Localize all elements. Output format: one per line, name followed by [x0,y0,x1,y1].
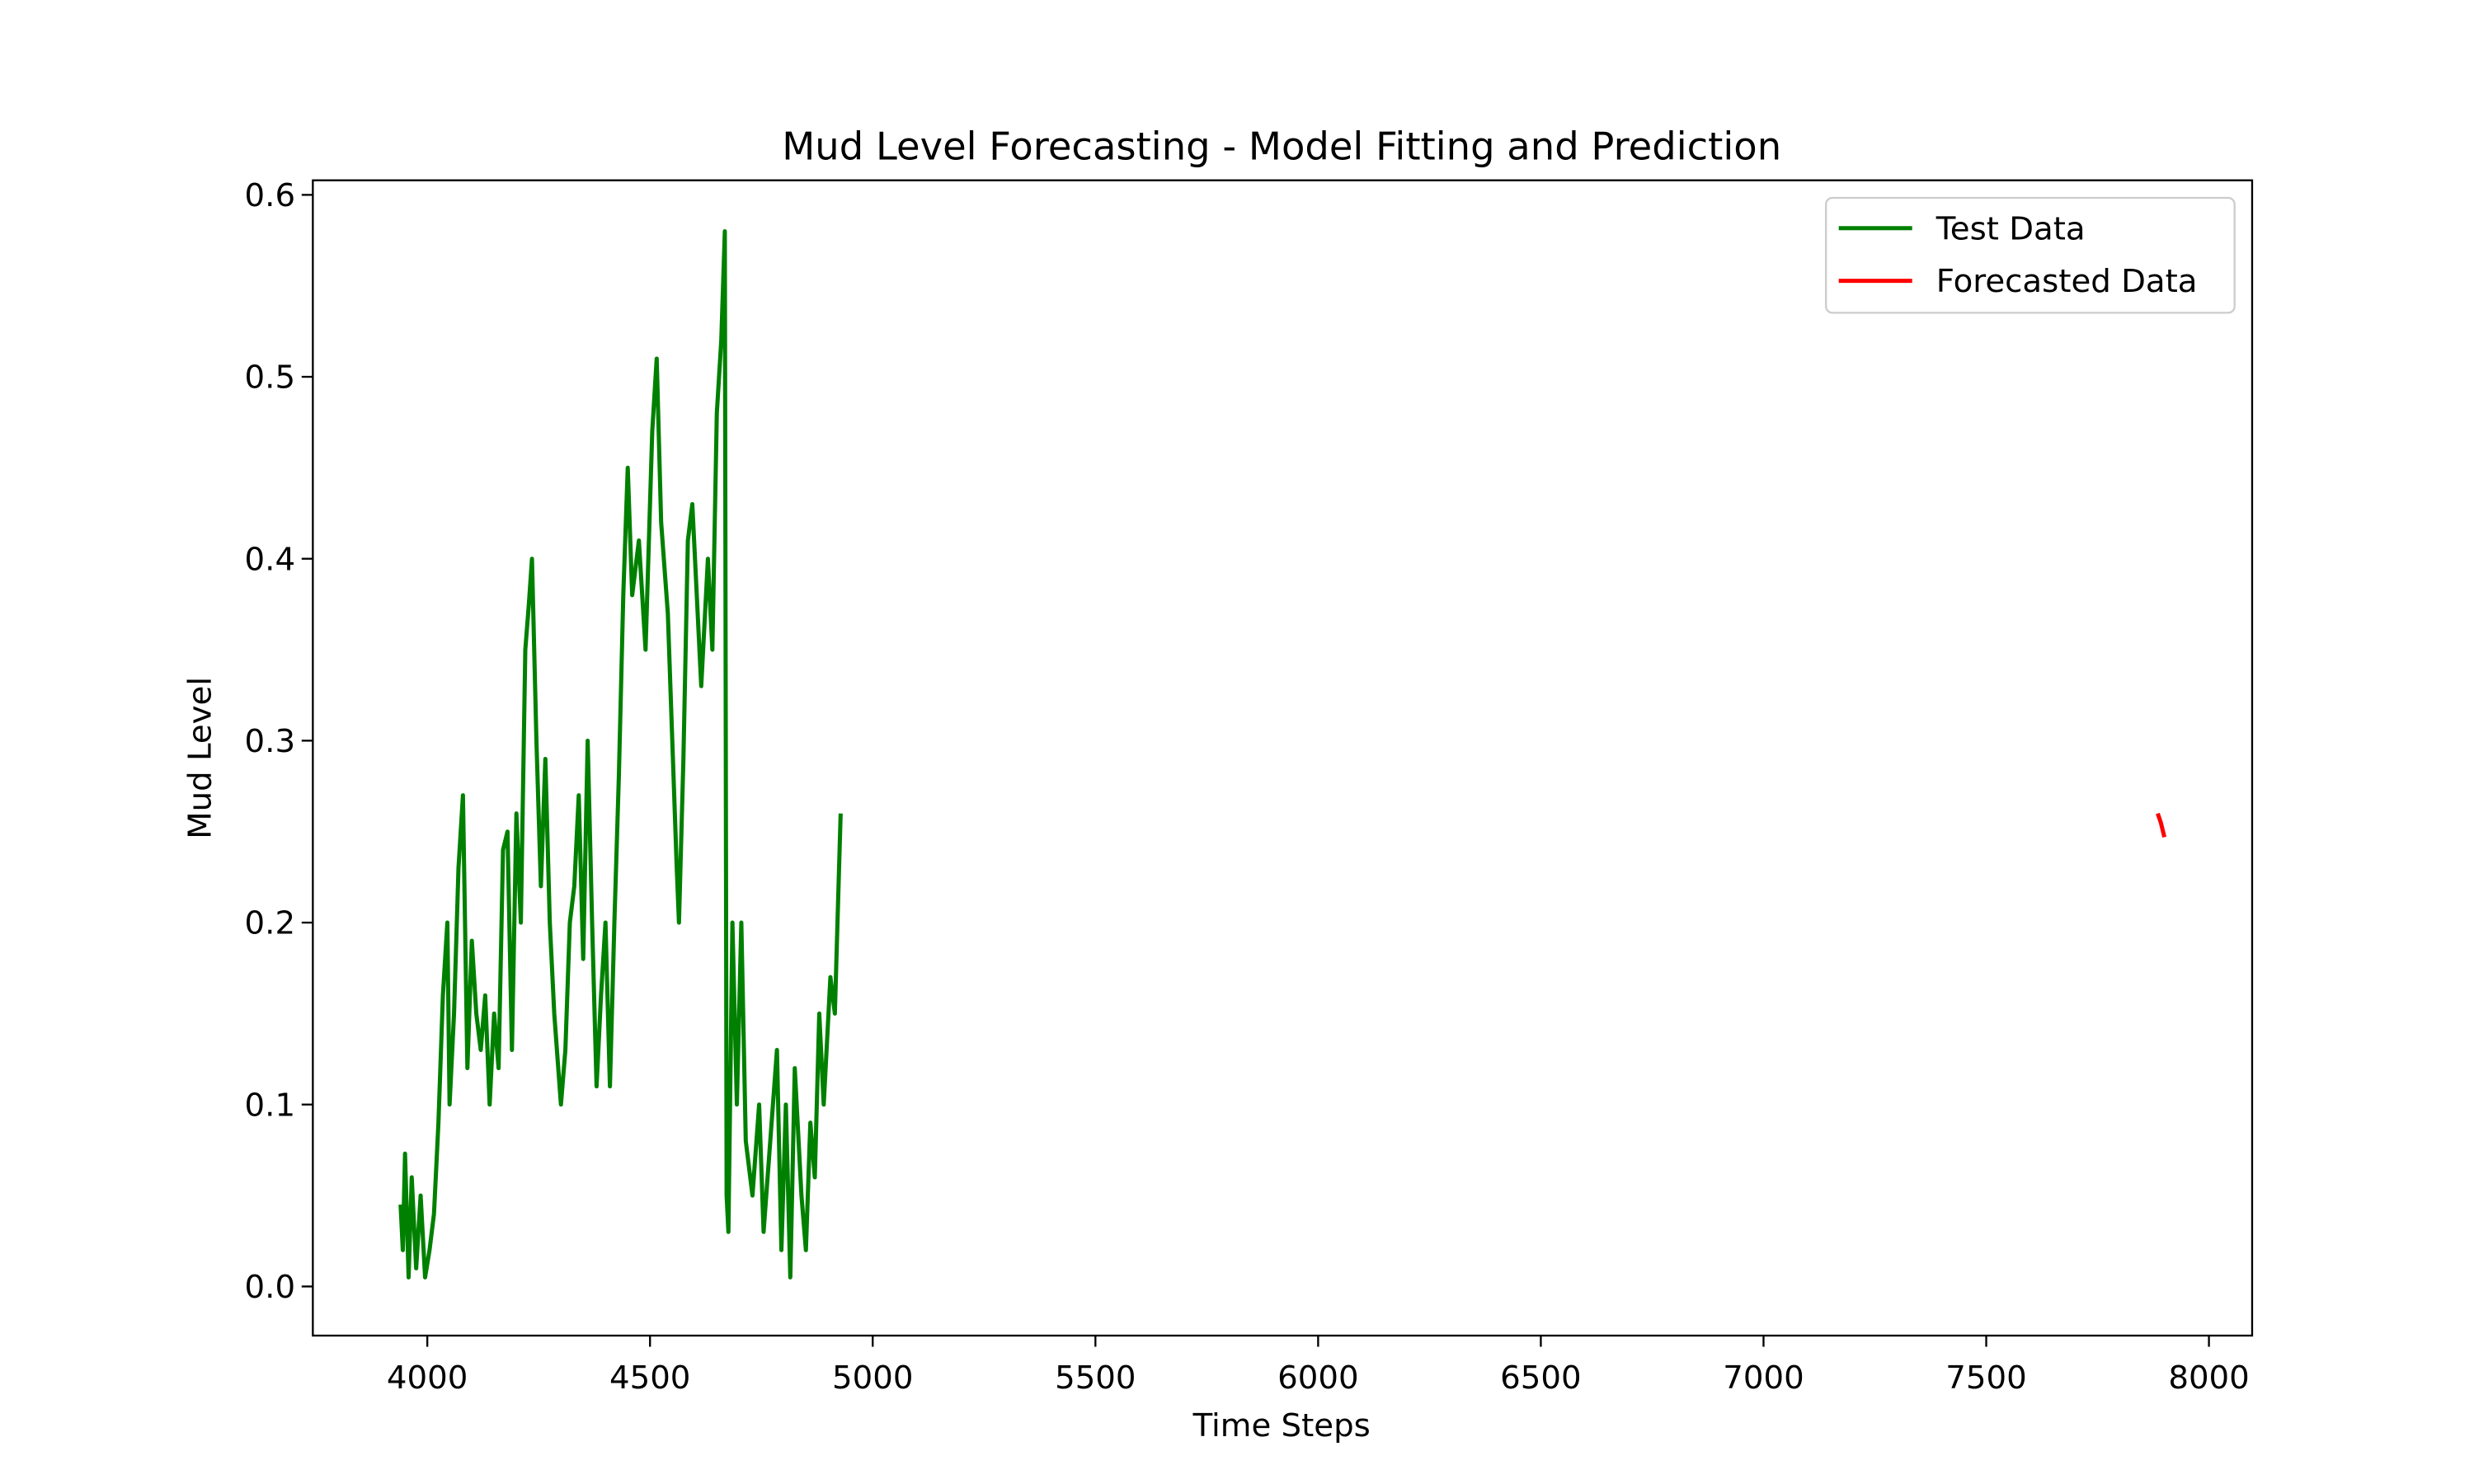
y-tick-label: 0.1 [245,1087,296,1124]
y-axis-label: Mud Level [181,677,219,839]
x-tick-label: 7500 [1945,1360,2026,1397]
x-tick-label: 4000 [387,1360,468,1397]
data-line [2156,812,2167,838]
x-tick-label: 7000 [1723,1360,1804,1397]
y-tick-label: 0.2 [245,905,296,942]
x-tick-label: 6000 [1277,1360,1358,1397]
x-tick-label: 8000 [2168,1360,2249,1397]
y-tick-label: 0.5 [245,359,296,397]
x-axis-label: Time Steps [1192,1407,1371,1444]
legend-label: Test Data [1935,210,2086,247]
x-tick-label: 6500 [1500,1360,1581,1397]
x-tick-label: 4500 [609,1360,690,1397]
plot-frame [312,179,2254,1337]
x-tick-label: 5000 [832,1360,913,1397]
y-tick-label: 0.4 [245,541,296,578]
legend-box [1825,196,2236,314]
x-tick-label: 5500 [1055,1360,1136,1397]
chart-title: Mud Level Forecasting - Model Fitting an… [782,124,1781,169]
y-tick-label: 0.0 [245,1269,296,1306]
legend-label: Forecasted Data [1936,263,2198,300]
y-tick-label: 0.6 [245,177,296,214]
y-tick-label: 0.3 [245,723,296,760]
data-line [398,228,843,1280]
